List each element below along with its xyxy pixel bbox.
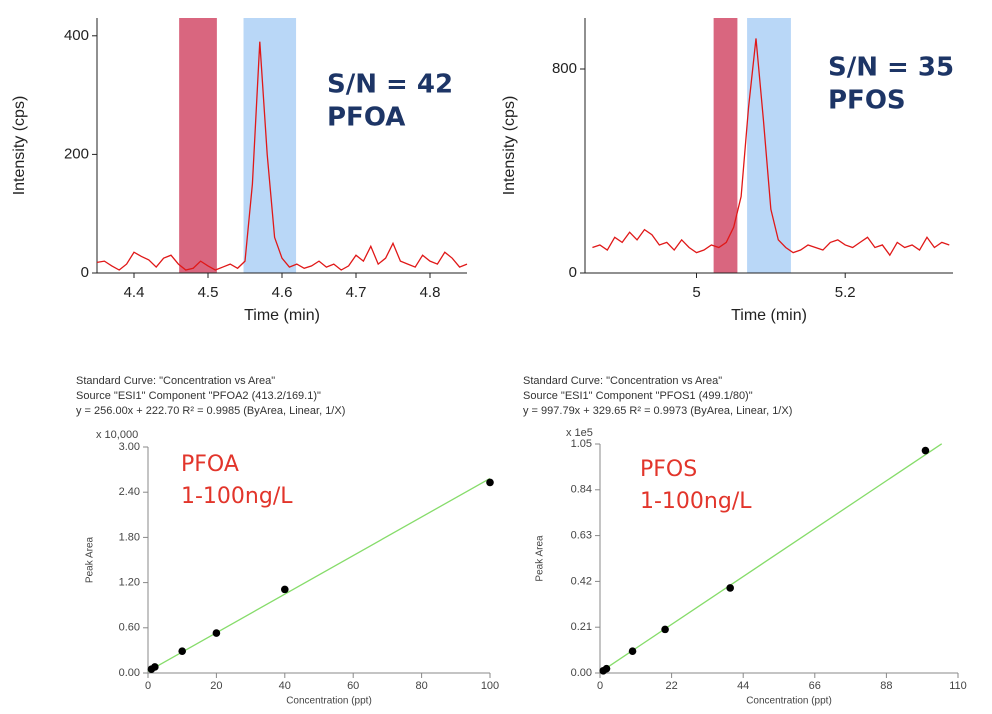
y-tick-label: 400 <box>64 27 89 44</box>
data-point <box>661 625 669 634</box>
y-axis-label: Intensity (cps) <box>501 96 518 196</box>
y-tick-label: 0.42 <box>571 575 592 587</box>
annotation: S/N = 35 <box>828 53 954 83</box>
integration-band <box>179 18 217 273</box>
x-tick-label: 4.5 <box>198 284 219 301</box>
integration-band <box>747 18 791 273</box>
y-tick-label: 2.40 <box>119 486 140 498</box>
y-tick-label: 1.80 <box>119 531 140 543</box>
fit-line <box>599 443 943 673</box>
data-point <box>726 584 734 592</box>
header-line: Standard Curve: "Concentration vs Area" <box>523 375 722 387</box>
annotation: PFOS <box>828 86 906 116</box>
x-axis-label: Time (min) <box>731 307 807 324</box>
x-tick-label: 22 <box>665 680 677 692</box>
x-tick-label: 20 <box>210 680 222 692</box>
x-tick-label: 100 <box>481 680 499 692</box>
y-tick-label: 0.00 <box>571 667 592 679</box>
signal-line <box>96 41 468 271</box>
y-axis-label: Intensity (cps) <box>11 96 28 196</box>
data-point <box>628 647 637 655</box>
chart-panel: 0 200 400 4.4 4.5 4.6 4.7 4.8 Time (min) Intensit… <box>11 18 468 324</box>
header-line: y = 256.00x + 222.70 R² = 0.9985 (ByArea… <box>76 405 345 417</box>
x-tick-label: 40 <box>279 680 291 692</box>
data-point <box>921 446 930 455</box>
y-tick-label: 0.60 <box>119 622 140 634</box>
header-line: y = 997.79x + 329.65 R² = 0.9973 (ByArea… <box>523 405 792 417</box>
y-tick-label: 0 <box>569 264 577 281</box>
data-point <box>602 664 611 673</box>
signal-line <box>592 38 950 257</box>
x-tick-label: 60 <box>347 680 359 692</box>
x-tick-label: 0 <box>145 680 151 692</box>
y-tick-label: 0.84 <box>571 484 592 496</box>
integration-band <box>713 18 738 273</box>
chart-panel: 0.00 0.21 0.42 0.63 0.84 1.05 0 22 44 66 88 110 Conc… <box>523 375 967 707</box>
data-point <box>178 647 186 655</box>
y-tick-label: 1.05 <box>571 438 592 450</box>
y-axis-label: Peak Area <box>85 536 96 583</box>
annotation: 1-100ng/L <box>181 484 293 509</box>
x-tick-label: 4.6 <box>272 284 293 301</box>
x-tick-label: 4.7 <box>346 284 367 301</box>
x-tick-label: 66 <box>809 680 821 692</box>
y-tick-label: 0.63 <box>571 530 592 542</box>
y-tick-label: 1.20 <box>119 577 140 589</box>
x-axis-label: Time (min) <box>244 307 320 324</box>
annotation: S/N = 42 <box>327 70 453 100</box>
integration-band <box>243 18 297 273</box>
header-line: Source "ESI1" Component "PFOS1 (499.1/80… <box>523 390 753 402</box>
x-tick-label: 5.2 <box>835 284 856 301</box>
y-tick-label: 800 <box>552 60 577 77</box>
x-tick-label: 5 <box>692 284 700 301</box>
x-axis-label: Concentration (ppt) <box>746 696 832 707</box>
annotation: PFOS <box>640 457 697 482</box>
chart-panel: 0 800 5 5.2 Time (min) Intensity (cps) S/N = 3… <box>501 18 954 324</box>
data-point <box>151 663 159 671</box>
x-tick-label: 44 <box>737 680 749 692</box>
y-tick-label: 0.00 <box>119 667 140 679</box>
x-tick-label: 80 <box>415 680 427 692</box>
axis-multiplier: x 10,000 <box>96 429 138 441</box>
data-point <box>486 478 494 487</box>
y-axis-label: Peak Area <box>535 535 546 582</box>
y-tick-label: 0 <box>81 264 89 281</box>
data-point <box>212 629 221 637</box>
header-line: Standard Curve: "Concentration vs Area" <box>76 375 275 387</box>
annotation: PFOA <box>181 452 239 477</box>
fit-line <box>147 477 491 672</box>
x-tick-label: 110 <box>949 680 967 692</box>
x-tick-label: 4.4 <box>124 284 145 301</box>
annotation: PFOA <box>327 103 405 133</box>
y-tick-label: 0.21 <box>571 621 592 633</box>
axis-multiplier: x 1e5 <box>566 427 593 439</box>
y-tick-label: 200 <box>64 145 89 162</box>
y-tick-label: 3.00 <box>119 441 140 453</box>
x-tick-label: 4.8 <box>420 284 441 301</box>
x-axis-label: Concentration (ppt) <box>286 696 372 707</box>
data-point <box>281 585 289 594</box>
x-tick-label: 88 <box>880 680 892 692</box>
annotation: 1-100ng/L <box>640 489 752 514</box>
header-line: Source "ESI1" Component "PFOA2 (413.2/16… <box>76 390 321 402</box>
chart-panel: 0.00 0.60 1.20 1.80 2.40 3.00 0 20 40 60 80 100 Conc… <box>76 375 499 707</box>
x-tick-label: 0 <box>597 680 603 692</box>
